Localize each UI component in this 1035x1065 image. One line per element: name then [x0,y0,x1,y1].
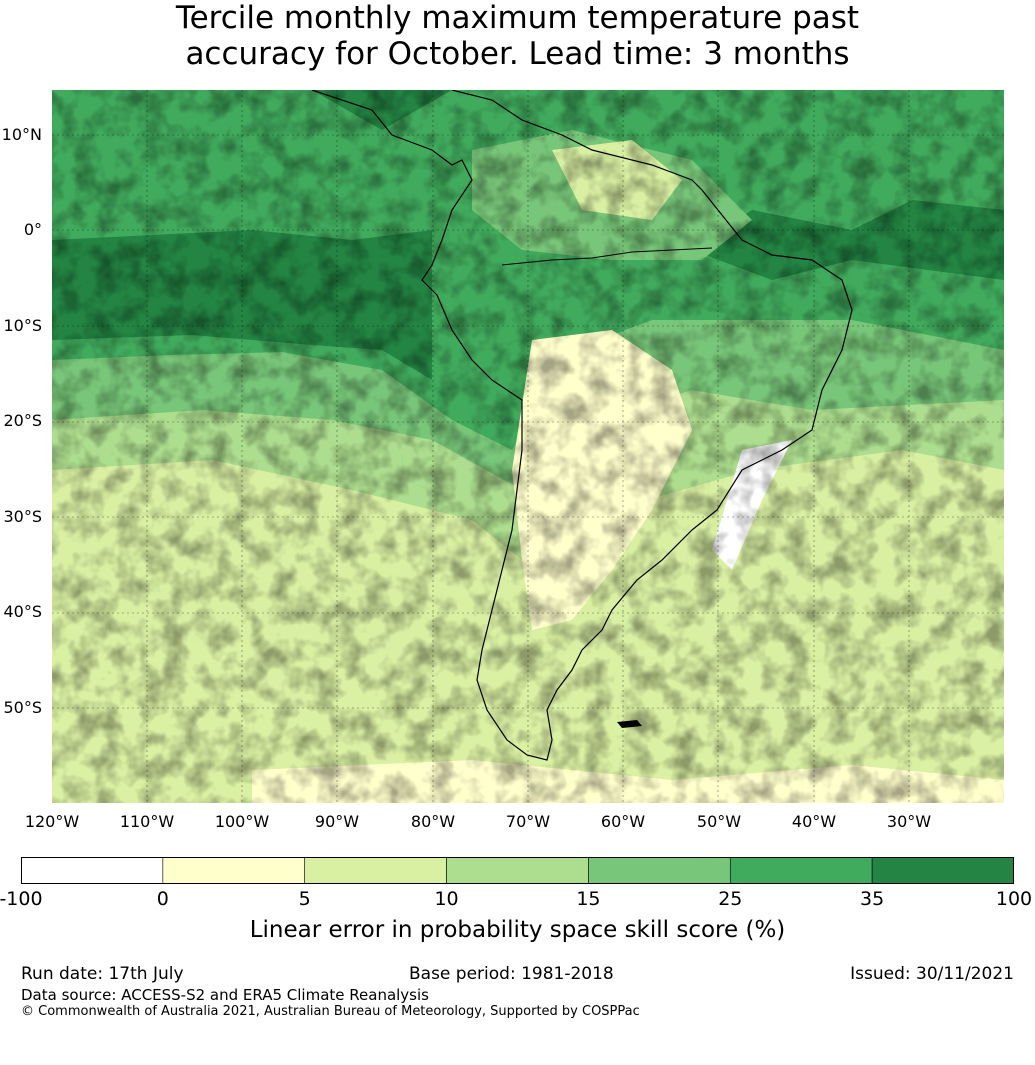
base-period: Base period: 1981-2018 [409,964,614,984]
south-america-coastline [311,90,853,761]
colorbar-tick-label: 10 [434,888,459,910]
lat-label-20S: 20°S [3,411,42,430]
lat-label-40S: 40°S [3,602,42,621]
lon-label-50W: 50°W [696,812,742,831]
lon-label-40W: 40°W [791,812,837,831]
run-date: Run date: 17th July [21,964,184,984]
colorbar-segment [871,857,1014,884]
copyright: © Commonwealth of Australia 2021, Austra… [21,1004,640,1019]
colorbar-tick-label: 0 [156,888,169,910]
lat-label-10S: 10°S [3,316,42,335]
data-source: Data source: ACCESS-S2 and ERA5 Climate … [21,986,429,1004]
chart-title: Tercile monthly maximum temperature past… [0,0,1035,72]
colorbar-tick-label: 25 [718,888,743,910]
lon-label-90W: 90°W [314,812,360,831]
colorbar-segment [304,857,447,884]
colorbar-tick-label: 5 [298,888,311,910]
colorbar-segment [588,857,731,884]
colorbar-tick-label: -100 [0,888,43,910]
colorbar [21,857,1014,884]
colorbar-segment [162,857,306,884]
amazon-river [501,247,713,266]
lat-label-30S: 30°S [3,507,42,526]
lon-label-30W: 30°W [886,812,932,831]
colorbar-label: Linear error in probability space skill … [249,917,786,943]
lon-label-80W: 80°W [410,812,456,831]
lat-label-50S: 50°S [3,698,42,717]
lon-label-120W: 120°W [24,812,80,831]
title-line-2: accuracy for October. Lead time: 3 month… [185,36,850,72]
issued-date: Issued: 30/11/2021 [850,964,1014,984]
lon-label-110W: 110°W [119,812,175,831]
title-line-1: Tercile monthly maximum temperature past [175,0,860,36]
lat-label-0: 0° [23,220,42,239]
lat-label-10N: 10°N [1,125,42,144]
colorbar-segment [729,857,873,884]
gridlines [52,90,1004,803]
colorbar-tick-label: 15 [576,888,601,910]
lon-label-60W: 60°W [600,812,646,831]
lon-label-70W: 70°W [505,812,551,831]
colorbar-segment [21,857,164,884]
colorbar-segment [446,857,589,884]
colorbar-tick-label: 100 [995,888,1033,910]
colorbar-tick-label: 35 [860,888,885,910]
lon-label-100W: 100°W [214,812,270,831]
skill-score-map [52,90,1004,803]
